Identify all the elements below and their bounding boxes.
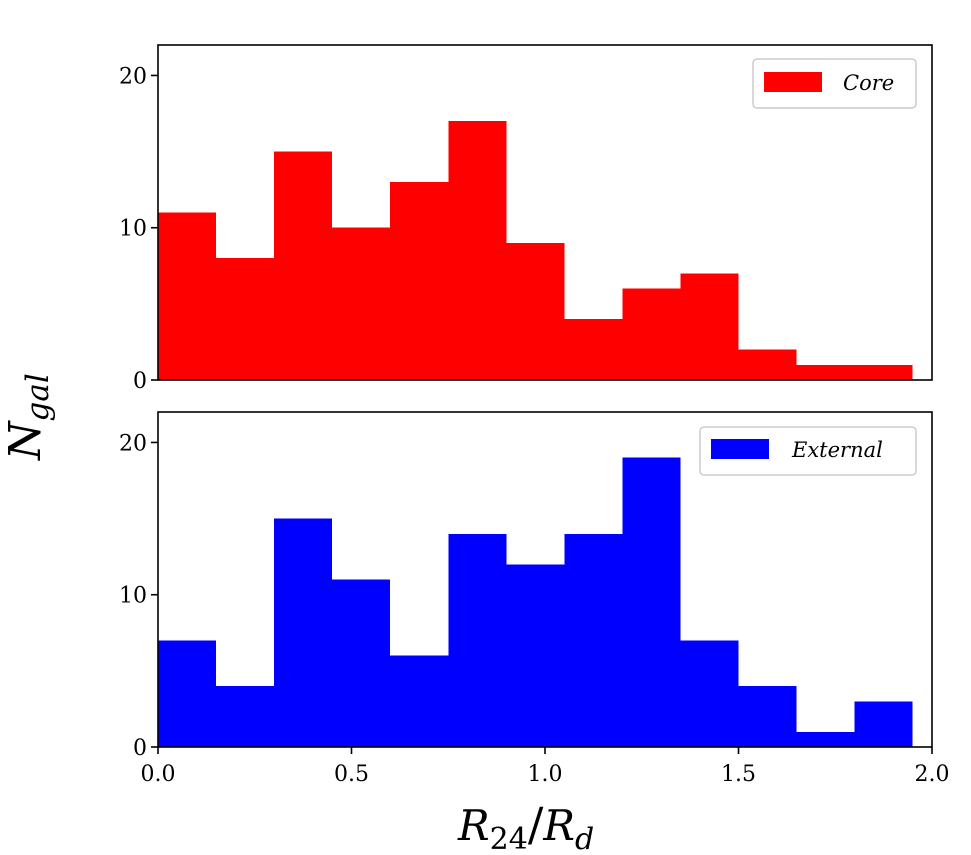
core-bar-7 bbox=[564, 319, 623, 380]
legend-external-swatch bbox=[711, 439, 769, 459]
core-bar-3 bbox=[332, 227, 391, 380]
core-bar-11 bbox=[796, 364, 855, 380]
external-bar-9 bbox=[680, 640, 739, 747]
external-bar-0 bbox=[158, 640, 217, 747]
y-axis-label: Ngal bbox=[0, 373, 56, 461]
external-ytick-label: 0 bbox=[133, 736, 147, 761]
top-axes-frame bbox=[157, 44, 933, 381]
xtick-label: 0.0 bbox=[141, 762, 176, 787]
x-axis-label-num-sub: 24 bbox=[490, 822, 528, 855]
external-bar-6 bbox=[506, 564, 565, 747]
top-y-ticks: 0 10 20 bbox=[119, 64, 158, 394]
external-bar-4 bbox=[390, 655, 449, 747]
core-bar-1 bbox=[216, 258, 275, 380]
external-bar-11 bbox=[796, 731, 855, 747]
x-axis-label: R24/Rd bbox=[457, 797, 594, 855]
y-axis-label-main: N bbox=[0, 420, 51, 461]
x-axis-label-num: R bbox=[457, 801, 490, 850]
xtick-label: 1.0 bbox=[528, 762, 563, 787]
legend-core-label: Core bbox=[843, 71, 894, 95]
core-ytick-label: 10 bbox=[119, 217, 147, 242]
external-ytick-label: 10 bbox=[119, 584, 147, 609]
legend-core-box bbox=[752, 58, 917, 109]
core-bar-8 bbox=[622, 288, 681, 380]
core-bar-6 bbox=[506, 242, 565, 380]
core-bar-4 bbox=[390, 182, 449, 380]
core-bar-0 bbox=[158, 212, 217, 380]
external-bar-5 bbox=[448, 533, 507, 747]
core-bar-5 bbox=[448, 121, 507, 381]
xtick-label: 0.5 bbox=[334, 762, 369, 787]
legend-external-label: External bbox=[791, 438, 883, 462]
y-axis-label-sub: gal bbox=[20, 373, 56, 421]
external-histogram-panel: 0 10 20 0.0 0.5 1.0 1.5 2.0 External bbox=[119, 411, 950, 787]
core-ytick-label: 20 bbox=[119, 64, 147, 89]
external-bar-10 bbox=[738, 686, 797, 747]
legend-core: Core bbox=[752, 58, 917, 109]
xtick-label: 2.0 bbox=[915, 762, 950, 787]
external-bar-12 bbox=[854, 701, 913, 747]
core-bar-12 bbox=[854, 364, 913, 380]
external-bar-1 bbox=[216, 686, 275, 747]
core-ytick-label: 0 bbox=[133, 369, 147, 394]
external-bar-3 bbox=[332, 579, 391, 747]
external-bars bbox=[158, 457, 913, 747]
external-bar-8 bbox=[622, 457, 681, 747]
core-bar-2 bbox=[274, 151, 333, 380]
external-ytick-label: 20 bbox=[119, 431, 147, 456]
legend-external: External bbox=[699, 426, 917, 476]
x-axis-label-den: R bbox=[542, 801, 575, 850]
core-bar-9 bbox=[680, 273, 739, 380]
core-bar-10 bbox=[738, 349, 797, 380]
external-bar-2 bbox=[274, 518, 333, 747]
core-histogram-panel: 0 10 20 Core bbox=[119, 44, 933, 394]
x-axis-label-slash: / bbox=[528, 797, 544, 851]
external-bar-7 bbox=[564, 533, 623, 747]
x-axis-label-den-sub: d bbox=[575, 822, 594, 855]
legend-core-swatch bbox=[764, 72, 822, 92]
xtick-label: 1.5 bbox=[721, 762, 756, 787]
bottom-x-ticks: 0.0 0.5 1.0 1.5 2.0 bbox=[141, 747, 950, 787]
core-bars bbox=[158, 121, 913, 381]
bottom-y-ticks: 0 10 20 bbox=[119, 431, 158, 761]
